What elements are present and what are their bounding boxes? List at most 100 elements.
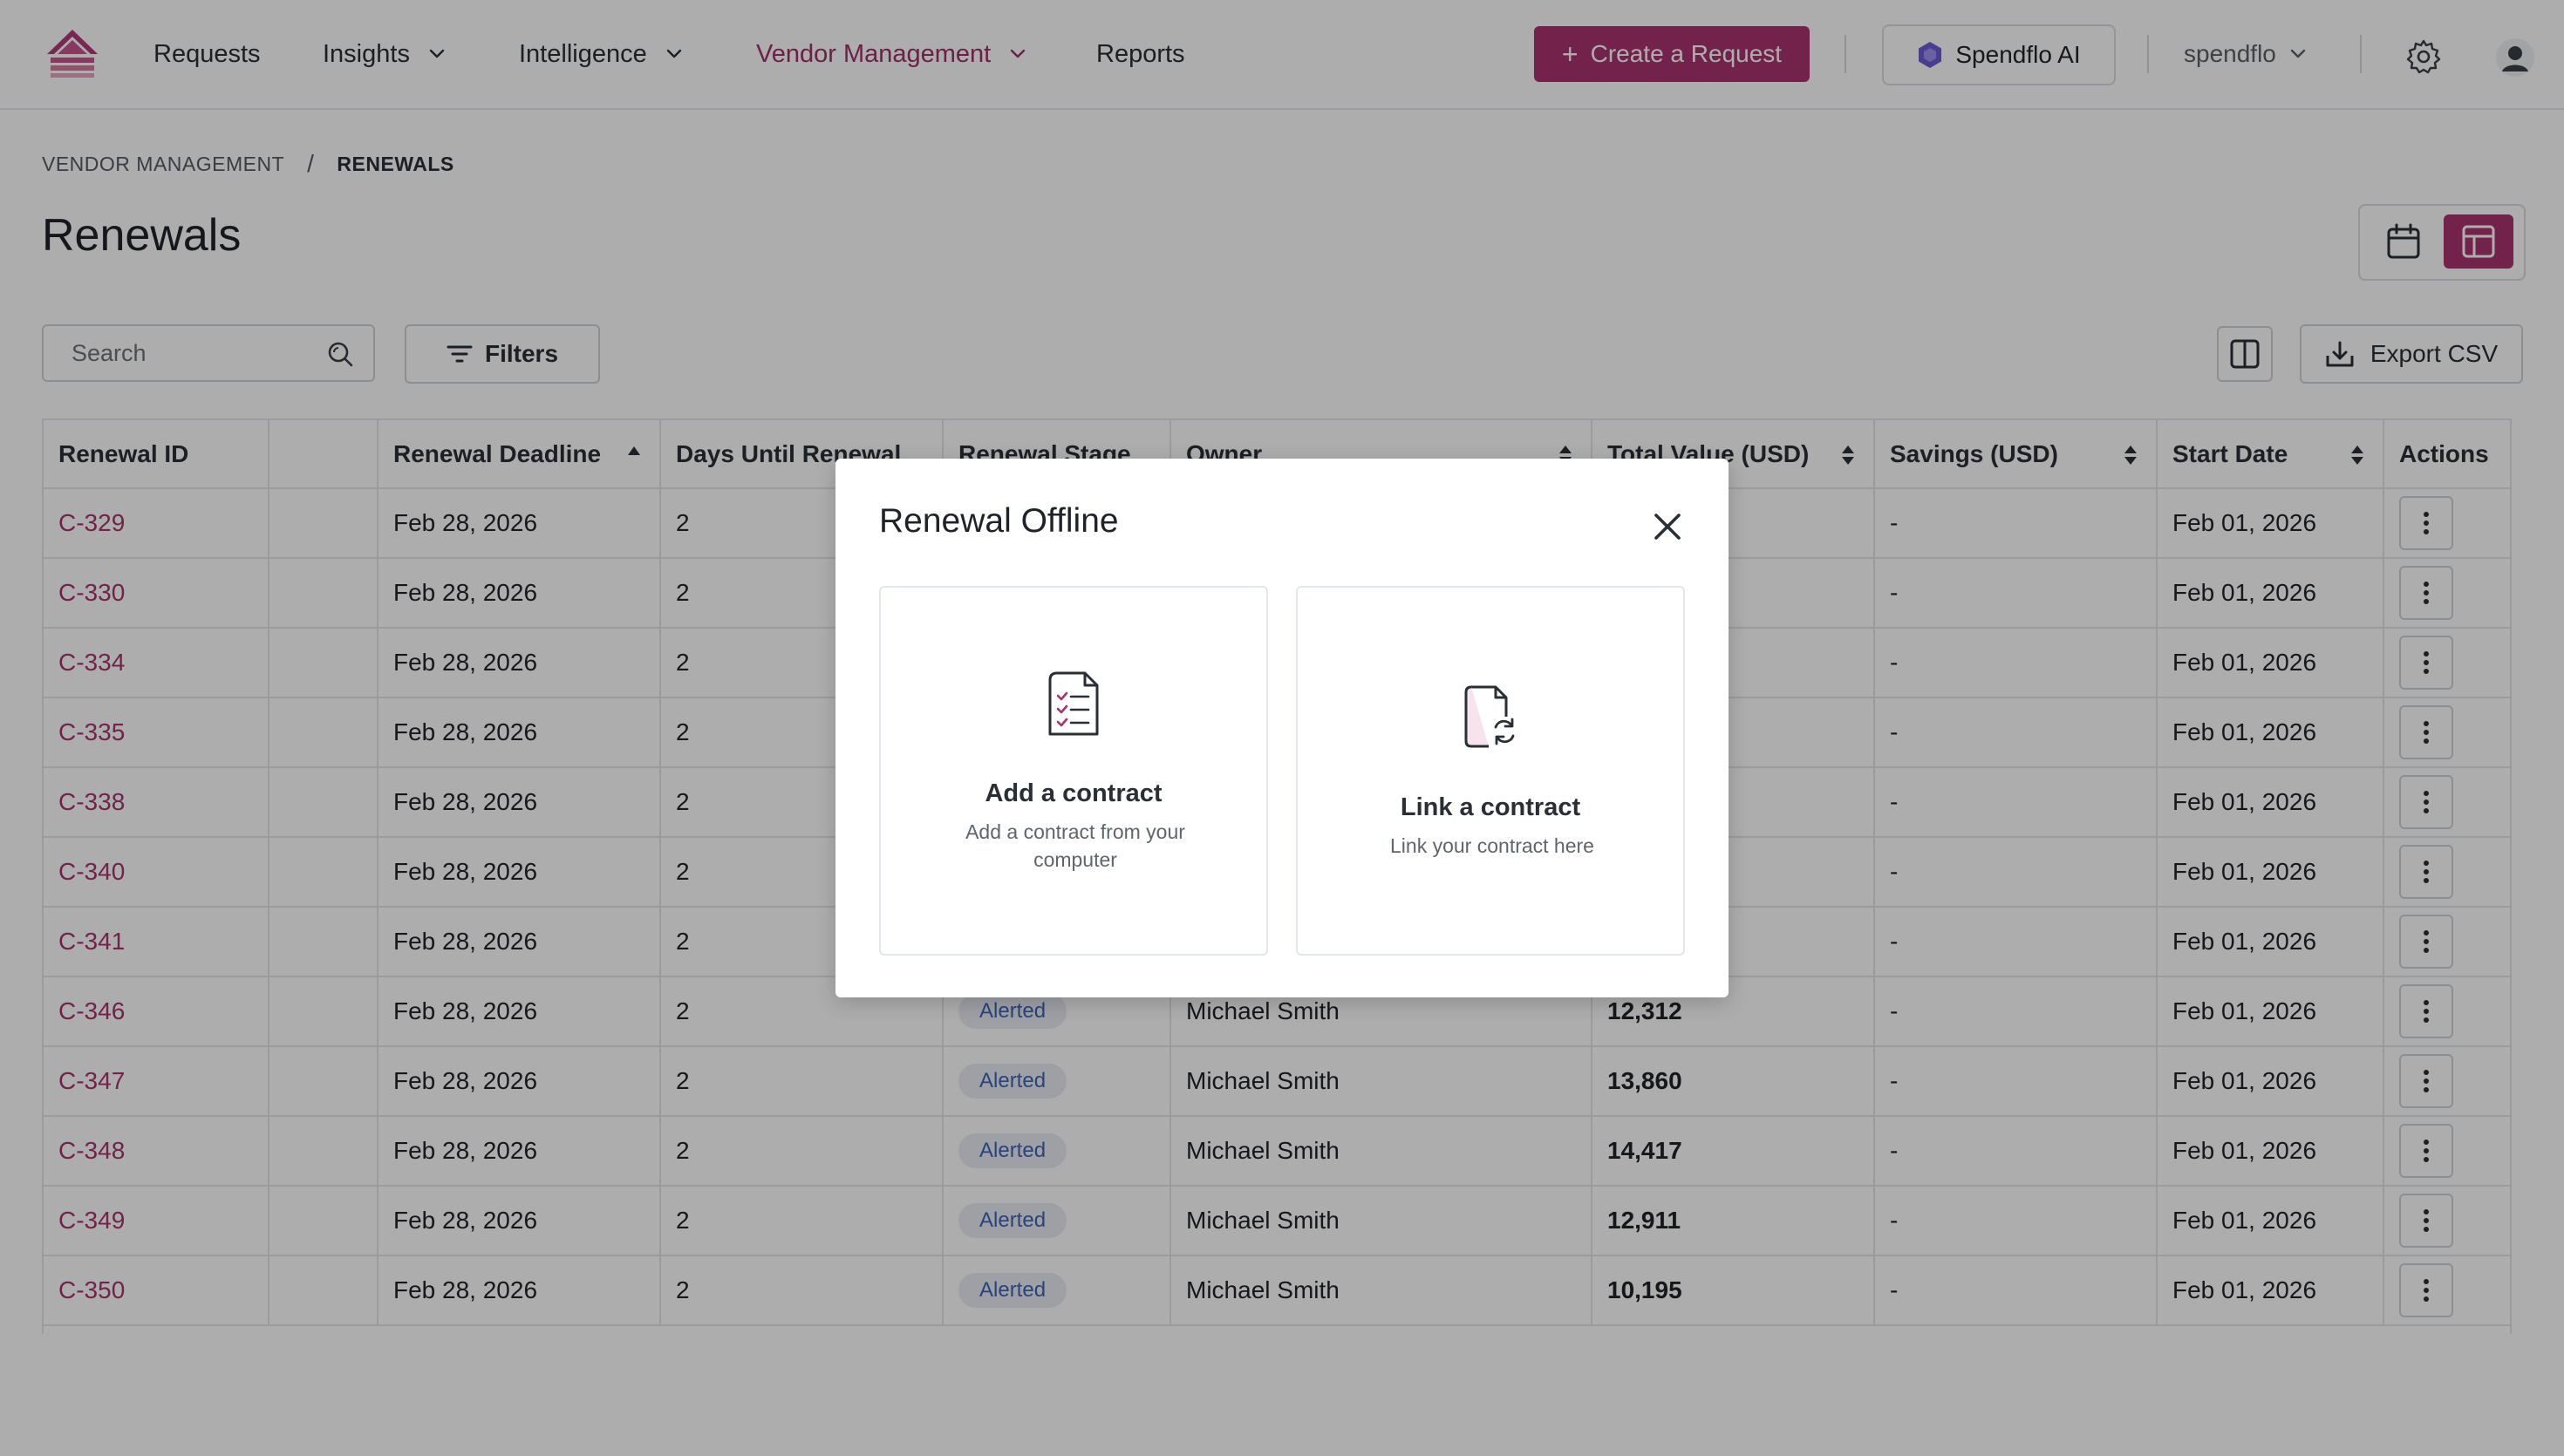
renewal-id-link[interactable]: C-330 bbox=[58, 579, 126, 606]
cell-savings: - bbox=[1874, 837, 2158, 908]
filters-button[interactable]: Filters bbox=[405, 324, 600, 384]
close-icon bbox=[1654, 514, 1681, 540]
chevron-down-icon bbox=[2290, 49, 2306, 58]
modal-close-button[interactable] bbox=[1643, 502, 1692, 551]
organization-selector[interactable]: spendflo bbox=[2184, 35, 2306, 73]
cell-total-value: 10,195 bbox=[1592, 1255, 1875, 1326]
cell-renewal-id: C-347 bbox=[44, 1046, 269, 1117]
renewal-id-link[interactable]: C-334 bbox=[58, 649, 126, 676]
settings-gear-icon[interactable] bbox=[2405, 38, 2442, 75]
user-avatar[interactable] bbox=[2496, 38, 2534, 77]
row-actions-button[interactable] bbox=[2399, 1124, 2453, 1178]
export-csv-button[interactable]: Export CSV bbox=[2300, 324, 2523, 384]
renewal-id-link[interactable]: C-346 bbox=[58, 997, 126, 1024]
cell-savings: - bbox=[1874, 488, 2158, 559]
table-row[interactable]: C-348 Feb 28, 2026 2 Alerted Michael Smith 14… bbox=[44, 1116, 2510, 1187]
renewal-id-link[interactable]: C-340 bbox=[58, 858, 126, 885]
row-actions-button[interactable] bbox=[2399, 705, 2453, 759]
cell-start-date: Feb 01, 2026 bbox=[2157, 767, 2384, 838]
column-header-savings[interactable]: Savings (USD) bbox=[1874, 420, 2158, 489]
column-header-renewal-deadline[interactable]: Renewal Deadline bbox=[378, 420, 661, 489]
table-row[interactable]: C-346 Feb 28, 2026 2 Alerted Michael Smith 12… bbox=[44, 976, 2510, 1047]
kebab-menu-icon bbox=[2424, 861, 2429, 883]
cell-blank bbox=[269, 488, 378, 559]
cell-total-value: 12,911 bbox=[1592, 1186, 1875, 1256]
table-row[interactable]: C-349 Feb 28, 2026 2 Alerted Michael Smith 12… bbox=[44, 1186, 2510, 1256]
row-actions-button[interactable] bbox=[2399, 775, 2453, 829]
link-contract-option[interactable]: Link a contract Link your contract here bbox=[1296, 586, 1685, 956]
row-actions-button[interactable] bbox=[2399, 636, 2453, 690]
cell-renewal-deadline: Feb 28, 2026 bbox=[378, 1186, 661, 1256]
spendflo-logo[interactable] bbox=[45, 28, 99, 78]
renewal-id-link[interactable]: C-335 bbox=[58, 718, 126, 745]
renewal-id-link[interactable]: C-347 bbox=[58, 1067, 126, 1094]
cell-renewal-stage: Alerted bbox=[943, 1186, 1171, 1256]
cell-renewal-deadline: Feb 28, 2026 bbox=[378, 907, 661, 977]
nav-divider bbox=[2147, 35, 2149, 73]
row-actions-button[interactable] bbox=[2399, 984, 2453, 1038]
cell-blank bbox=[269, 767, 378, 838]
cell-savings: - bbox=[1874, 1255, 2158, 1326]
spendflo-ai-button[interactable]: Spendflo AI bbox=[1882, 24, 2116, 85]
document-checklist-icon bbox=[881, 671, 1266, 738]
kebab-menu-icon bbox=[2424, 512, 2429, 534]
renewal-id-link[interactable]: C-350 bbox=[58, 1276, 126, 1303]
renewal-id-link[interactable]: C-348 bbox=[58, 1137, 126, 1164]
sort-ascending-icon[interactable] bbox=[626, 445, 642, 457]
table-row[interactable]: C-350 Feb 28, 2026 2 Alerted Michael Smith 10… bbox=[44, 1255, 2510, 1326]
search-input[interactable] bbox=[70, 338, 335, 368]
plus-icon: + bbox=[1561, 38, 1579, 70]
nav-reports-label: Reports bbox=[1096, 39, 1185, 68]
sort-icon[interactable] bbox=[2349, 445, 2365, 466]
cell-renewal-deadline: Feb 28, 2026 bbox=[378, 1116, 661, 1187]
nav-vendor-management[interactable]: Vendor Management bbox=[756, 33, 1026, 75]
row-actions-button[interactable] bbox=[2399, 1194, 2453, 1248]
row-actions-button[interactable] bbox=[2399, 915, 2453, 969]
sort-icon[interactable] bbox=[2123, 445, 2138, 466]
cell-renewal-deadline: Feb 28, 2026 bbox=[378, 558, 661, 629]
search-field[interactable] bbox=[42, 324, 375, 382]
nav-insights[interactable]: Insights bbox=[323, 33, 445, 75]
create-request-button[interactable]: + Create a Request bbox=[1534, 26, 1810, 82]
renewal-id-link[interactable]: C-329 bbox=[58, 509, 126, 536]
nav-intelligence[interactable]: Intelligence bbox=[519, 33, 682, 75]
chevron-down-icon bbox=[1011, 49, 1026, 58]
column-header-renewal-id[interactable]: Renewal ID bbox=[44, 420, 269, 489]
cell-start-date: Feb 01, 2026 bbox=[2157, 628, 2384, 698]
renewal-id-link[interactable]: C-349 bbox=[58, 1207, 126, 1234]
cell-blank bbox=[269, 976, 378, 1047]
renewal-id-link[interactable]: C-341 bbox=[58, 928, 126, 955]
link-contract-description: Link your contract here bbox=[1390, 834, 1594, 857]
breadcrumb-vendor-management[interactable]: VENDOR MANAGEMENT bbox=[42, 152, 285, 175]
column-header-start-date[interactable]: Start Date bbox=[2157, 420, 2384, 489]
cell-renewal-deadline: Feb 28, 2026 bbox=[378, 837, 661, 908]
cell-start-date: Feb 01, 2026 bbox=[2157, 976, 2384, 1047]
cell-blank bbox=[269, 1046, 378, 1117]
cell-days-until-renewal: 2 bbox=[660, 1116, 944, 1187]
row-actions-button[interactable] bbox=[2399, 1054, 2453, 1108]
table-row[interactable]: C-347 Feb 28, 2026 2 Alerted Michael Smith 13… bbox=[44, 1046, 2510, 1117]
add-contract-option[interactable]: Add a contract Add a contract from your … bbox=[879, 586, 1268, 956]
calendar-view-button[interactable] bbox=[2369, 214, 2438, 269]
nav-requests[interactable]: Requests bbox=[153, 33, 261, 75]
row-actions-button[interactable] bbox=[2399, 496, 2453, 550]
table-view-button[interactable] bbox=[2444, 214, 2513, 269]
renewal-stage-badge: Alerted bbox=[958, 994, 1067, 1029]
renewal-id-link[interactable]: C-338 bbox=[58, 788, 126, 815]
row-actions-button[interactable] bbox=[2399, 566, 2453, 620]
cell-renewal-deadline: Feb 28, 2026 bbox=[378, 488, 661, 559]
row-actions-button[interactable] bbox=[2399, 1263, 2453, 1317]
column-header-days-until-renewal[interactable]: Days Until Renewal bbox=[660, 420, 944, 489]
cell-renewal-id: C-350 bbox=[44, 1255, 269, 1326]
cell-renewal-stage: Alerted bbox=[943, 1046, 1171, 1117]
kebab-menu-icon bbox=[2424, 1140, 2429, 1162]
row-actions-button[interactable] bbox=[2399, 845, 2453, 899]
cell-renewal-deadline: Feb 28, 2026 bbox=[378, 767, 661, 838]
cell-renewal-id: C-349 bbox=[44, 1186, 269, 1256]
column-layout-button[interactable] bbox=[2217, 326, 2273, 382]
nav-reports[interactable]: Reports bbox=[1096, 33, 1185, 75]
link-contract-title: Link a contract bbox=[1400, 793, 1581, 821]
sort-icon[interactable] bbox=[1840, 445, 1856, 466]
kebab-menu-icon bbox=[2424, 1070, 2429, 1092]
